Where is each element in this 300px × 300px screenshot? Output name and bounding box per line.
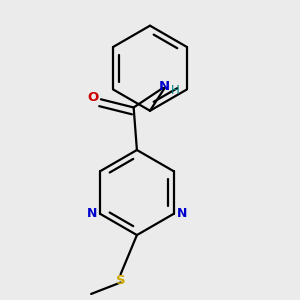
Text: H: H <box>171 84 180 97</box>
Text: N: N <box>159 80 170 93</box>
Text: S: S <box>116 274 125 287</box>
Text: O: O <box>87 91 98 104</box>
Text: N: N <box>87 207 97 220</box>
Text: N: N <box>177 207 187 220</box>
